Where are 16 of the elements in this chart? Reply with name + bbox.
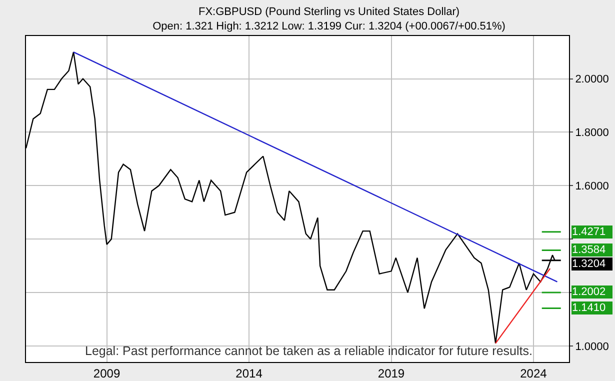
ref-line-label: 1.3204 <box>572 258 606 270</box>
y-tick-label: 1.8000 <box>575 127 609 140</box>
y-tick-label: 2.0000 <box>575 74 609 86</box>
ref-line-label: 1.2002 <box>572 286 606 298</box>
ref-line-label: 1.4271 <box>572 226 606 238</box>
chart-title: FX:GBPUSD (Pound Sterling vs United States Dollar) <box>198 6 460 18</box>
annotation: Legal: Past performance cannot be taken as a reliable indicator for future results. <box>85 344 532 358</box>
y-tick-label: 1.6000 <box>575 180 609 192</box>
y-tick-label: 1.0000 <box>575 340 609 353</box>
ref-line-label: 1.3584 <box>572 244 606 256</box>
x-tick-label: 2009 <box>93 366 120 380</box>
ref-line-label: 1.1410 <box>572 302 606 314</box>
x-tick-label: 2024 <box>520 366 548 380</box>
x-tick-label: 2019 <box>378 366 405 380</box>
chart-subtitle: Open: 1.321 High: 1.3212 Low: 1.3199 Cur: 1.3204 (+00.0067/+00.51%) <box>152 20 506 33</box>
x-tick-label: 2014 <box>236 366 263 380</box>
